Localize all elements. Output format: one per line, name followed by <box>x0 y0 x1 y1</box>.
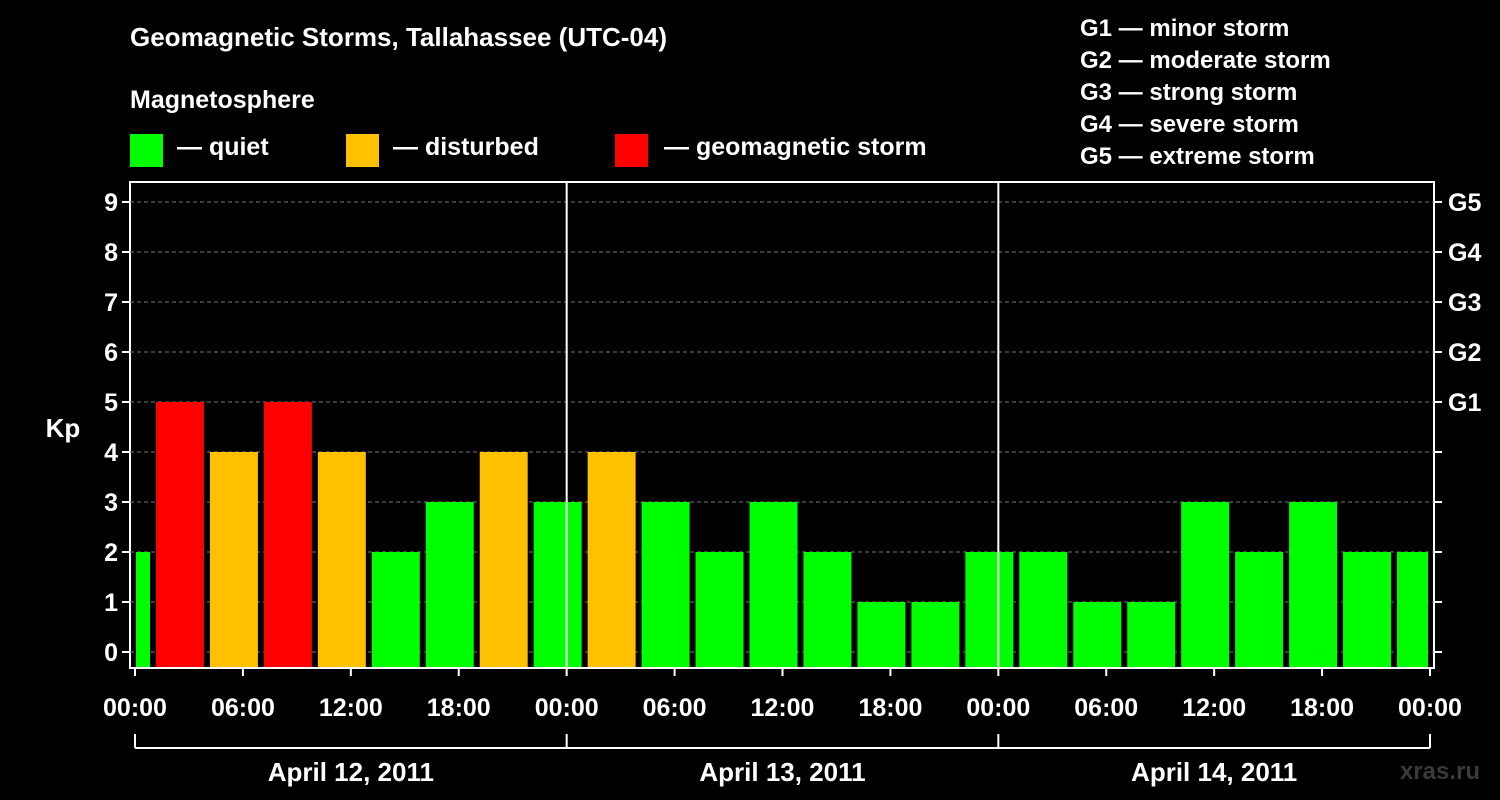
y-tick-label: 2 <box>104 539 118 567</box>
kp-bar <box>695 552 744 667</box>
day-label: April 14, 2011 <box>1131 757 1297 787</box>
day-label: April 13, 2011 <box>699 757 865 787</box>
legend-heading: Magnetosphere <box>130 86 315 114</box>
y-axis-label: Kp <box>46 413 81 443</box>
y-tick-label: 4 <box>104 439 118 467</box>
kp-bar <box>587 452 636 667</box>
kp-bar <box>749 502 798 667</box>
kp-bar <box>1127 602 1176 667</box>
x-tick-label: 06:00 <box>211 694 275 722</box>
kp-bar <box>317 452 366 667</box>
kp-bar <box>857 602 906 667</box>
legend-label-disturbed: — disturbed <box>393 133 539 161</box>
y-tick-label: 9 <box>104 189 118 217</box>
y-tick-label: 5 <box>104 389 118 417</box>
x-tick-label: 00:00 <box>103 694 167 722</box>
legend-swatch-quiet <box>130 134 163 167</box>
kp-bar <box>425 502 474 667</box>
x-tick-label: 00:00 <box>535 694 599 722</box>
x-tick-label: 12:00 <box>319 694 383 722</box>
y-tick-label: 6 <box>104 339 118 367</box>
legend-label-quiet: — quiet <box>177 133 269 161</box>
x-tick-label: 06:00 <box>1074 694 1138 722</box>
x-tick-label: 00:00 <box>1398 694 1462 722</box>
kp-bar <box>1235 552 1284 667</box>
kp-bar <box>1397 552 1428 667</box>
y-tick-label: 0 <box>104 639 118 667</box>
g-scale-g4: G4 — severe storm <box>1080 111 1299 138</box>
x-tick-label: 18:00 <box>1290 694 1354 722</box>
x-tick-label: 12:00 <box>751 694 815 722</box>
watermark: xras.ru <box>1399 758 1480 785</box>
kp-bar <box>1019 552 1068 667</box>
g-scale-g1: G1 — minor storm <box>1080 15 1290 42</box>
day-label: April 12, 2011 <box>268 757 434 787</box>
g-scale-g3: G3 — strong storm <box>1080 79 1298 106</box>
kp-bar <box>1181 502 1230 667</box>
kp-bar <box>263 402 312 667</box>
chart-title: Geomagnetic Storms, Tallahassee (UTC-04) <box>130 22 668 52</box>
y-tick-label: 8 <box>104 239 118 267</box>
y-tick-label: 7 <box>104 289 118 317</box>
x-tick-label: 00:00 <box>966 694 1030 722</box>
g-level-label: G4 <box>1448 239 1481 267</box>
kp-bar <box>533 502 582 667</box>
kp-bar <box>965 552 1014 667</box>
kp-bar <box>371 552 420 667</box>
g-scale-g2: G2 — moderate storm <box>1080 47 1331 74</box>
y-tick-label: 3 <box>104 489 118 517</box>
y-tick-label: 1 <box>104 589 118 617</box>
kp-bar <box>479 452 528 667</box>
g-scale-g5: G5 — extreme storm <box>1080 143 1315 170</box>
kp-bar <box>641 502 690 667</box>
kp-bar <box>911 602 960 667</box>
kp-bar <box>209 452 258 667</box>
x-tick-label: 12:00 <box>1182 694 1246 722</box>
x-tick-label: 06:00 <box>643 694 707 722</box>
g-level-label: G5 <box>1448 189 1481 217</box>
legend-label-storm: — geomagnetic storm <box>664 133 927 161</box>
g-level-label: G2 <box>1448 339 1481 367</box>
x-tick-label: 18:00 <box>427 694 491 722</box>
kp-bar <box>136 552 150 667</box>
g-level-label: G1 <box>1448 389 1481 417</box>
kp-bar <box>155 402 204 667</box>
kp-bar <box>1289 502 1338 667</box>
kp-bar <box>803 552 852 667</box>
x-tick-label: 18:00 <box>858 694 922 722</box>
legend-swatch-disturbed <box>346 134 379 167</box>
kp-bar <box>1073 602 1122 667</box>
kp-bar <box>1343 552 1392 667</box>
legend-swatch-storm <box>615 134 648 167</box>
g-level-label: G3 <box>1448 289 1481 317</box>
